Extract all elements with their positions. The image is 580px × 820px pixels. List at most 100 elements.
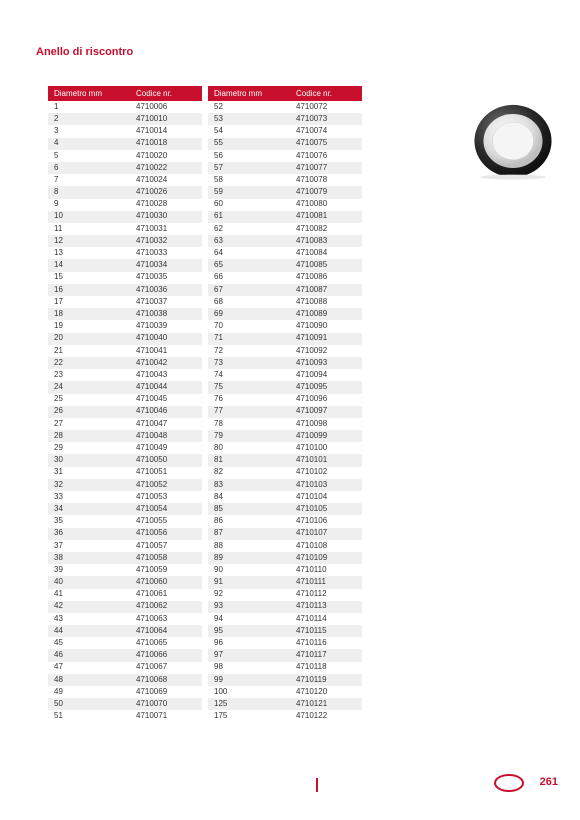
table-row: 644710084 bbox=[208, 247, 362, 259]
cell-codice: 4710086 bbox=[290, 272, 362, 284]
table-row: 654710085 bbox=[208, 259, 362, 271]
table-row: 384710058 bbox=[48, 552, 202, 564]
page-number: 261 bbox=[540, 776, 558, 788]
cell-codice: 4710058 bbox=[130, 552, 202, 564]
cell-codice: 4710066 bbox=[130, 649, 202, 661]
cell-codice: 4710080 bbox=[290, 199, 362, 211]
table-row: 34710014 bbox=[48, 125, 202, 137]
table-row: 844710104 bbox=[208, 491, 362, 503]
cell-diametro: 62 bbox=[208, 223, 290, 235]
table-row: 364710056 bbox=[48, 528, 202, 540]
cell-codice: 4710082 bbox=[290, 223, 362, 235]
footer-logo-ellipse bbox=[494, 774, 524, 792]
cell-codice: 4710068 bbox=[130, 674, 202, 686]
table-row: 334710053 bbox=[48, 491, 202, 503]
cell-diametro: 14 bbox=[48, 259, 130, 271]
cell-diametro: 96 bbox=[208, 637, 290, 649]
cell-diametro: 43 bbox=[48, 613, 130, 625]
table-row: 434710063 bbox=[48, 613, 202, 625]
table-row: 604710080 bbox=[208, 199, 362, 211]
cell-diametro: 59 bbox=[208, 186, 290, 198]
cell-diametro: 18 bbox=[48, 308, 130, 320]
cell-codice: 4710100 bbox=[290, 442, 362, 454]
cell-diametro: 42 bbox=[48, 601, 130, 613]
cell-codice: 4710046 bbox=[130, 406, 202, 418]
cell-codice: 4710018 bbox=[130, 138, 202, 150]
cell-codice: 4710109 bbox=[290, 552, 362, 564]
cell-diametro: 175 bbox=[208, 710, 290, 722]
cell-codice: 4710081 bbox=[290, 211, 362, 223]
cell-diametro: 13 bbox=[48, 247, 130, 259]
table-row: 764710096 bbox=[208, 394, 362, 406]
cell-codice: 4710022 bbox=[130, 162, 202, 174]
cell-codice: 4710063 bbox=[130, 613, 202, 625]
cell-codice: 4710105 bbox=[290, 503, 362, 515]
cell-diametro: 32 bbox=[48, 479, 130, 491]
cell-codice: 4710094 bbox=[290, 369, 362, 381]
table-row: 974710117 bbox=[208, 649, 362, 661]
table-row: 954710115 bbox=[208, 625, 362, 637]
table-row: 534710073 bbox=[208, 113, 362, 125]
cell-codice: 4710042 bbox=[130, 357, 202, 369]
cell-diametro: 11 bbox=[48, 223, 130, 235]
cell-codice: 4710090 bbox=[290, 320, 362, 332]
cell-diametro: 88 bbox=[208, 540, 290, 552]
cell-codice: 4710057 bbox=[130, 540, 202, 552]
table-row: 624710082 bbox=[208, 223, 362, 235]
table-row: 864710106 bbox=[208, 515, 362, 527]
table-row: 784710098 bbox=[208, 418, 362, 430]
cell-diametro: 80 bbox=[208, 442, 290, 454]
cell-diametro: 60 bbox=[208, 199, 290, 211]
cell-codice: 4710101 bbox=[290, 454, 362, 466]
cell-codice: 4710073 bbox=[290, 113, 362, 125]
cell-diametro: 37 bbox=[48, 540, 130, 552]
cell-diametro: 39 bbox=[48, 564, 130, 576]
cell-codice: 4710024 bbox=[130, 174, 202, 186]
cell-diametro: 100 bbox=[208, 686, 290, 698]
cell-diametro: 71 bbox=[208, 333, 290, 345]
cell-codice: 4710006 bbox=[130, 101, 202, 113]
cell-diametro: 77 bbox=[208, 406, 290, 418]
cell-codice: 4710116 bbox=[290, 637, 362, 649]
cell-diametro: 20 bbox=[48, 333, 130, 345]
cell-codice: 4710077 bbox=[290, 162, 362, 174]
cell-codice: 4710045 bbox=[130, 394, 202, 406]
cell-codice: 4710089 bbox=[290, 308, 362, 320]
cell-diametro: 98 bbox=[208, 662, 290, 674]
table-row: 544710074 bbox=[208, 125, 362, 137]
cell-codice: 4710069 bbox=[130, 686, 202, 698]
cell-diametro: 27 bbox=[48, 418, 130, 430]
table-row: 134710033 bbox=[48, 247, 202, 259]
cell-diametro: 92 bbox=[208, 589, 290, 601]
cell-diametro: 41 bbox=[48, 589, 130, 601]
col-header-diametro: Diametro mm bbox=[48, 86, 130, 101]
table-row: 594710079 bbox=[208, 186, 362, 198]
table-row: 634710083 bbox=[208, 235, 362, 247]
cell-diametro: 95 bbox=[208, 625, 290, 637]
cell-diametro: 90 bbox=[208, 564, 290, 576]
table-row: 44710018 bbox=[48, 138, 202, 150]
cell-codice: 4710061 bbox=[130, 589, 202, 601]
cell-codice: 4710122 bbox=[290, 710, 362, 722]
cell-codice: 4710072 bbox=[290, 101, 362, 113]
cell-codice: 4710051 bbox=[130, 467, 202, 479]
cell-diametro: 16 bbox=[48, 284, 130, 296]
table-row: 814710101 bbox=[208, 454, 362, 466]
cell-codice: 4710035 bbox=[130, 272, 202, 284]
cell-diametro: 24 bbox=[48, 381, 130, 393]
table-row: 874710107 bbox=[208, 528, 362, 540]
table-row: 24710010 bbox=[48, 113, 202, 125]
table-row: 714710091 bbox=[208, 333, 362, 345]
cell-codice: 4710106 bbox=[290, 515, 362, 527]
table-row: 684710088 bbox=[208, 296, 362, 308]
cell-diametro: 54 bbox=[208, 125, 290, 137]
cell-codice: 4710085 bbox=[290, 259, 362, 271]
cell-codice: 4710114 bbox=[290, 613, 362, 625]
cell-codice: 4710050 bbox=[130, 454, 202, 466]
cell-diametro: 25 bbox=[48, 394, 130, 406]
table-row: 454710065 bbox=[48, 637, 202, 649]
table-row: 944710114 bbox=[208, 613, 362, 625]
cell-codice: 4710087 bbox=[290, 284, 362, 296]
cell-diametro: 97 bbox=[208, 649, 290, 661]
cell-diametro: 12 bbox=[48, 235, 130, 247]
